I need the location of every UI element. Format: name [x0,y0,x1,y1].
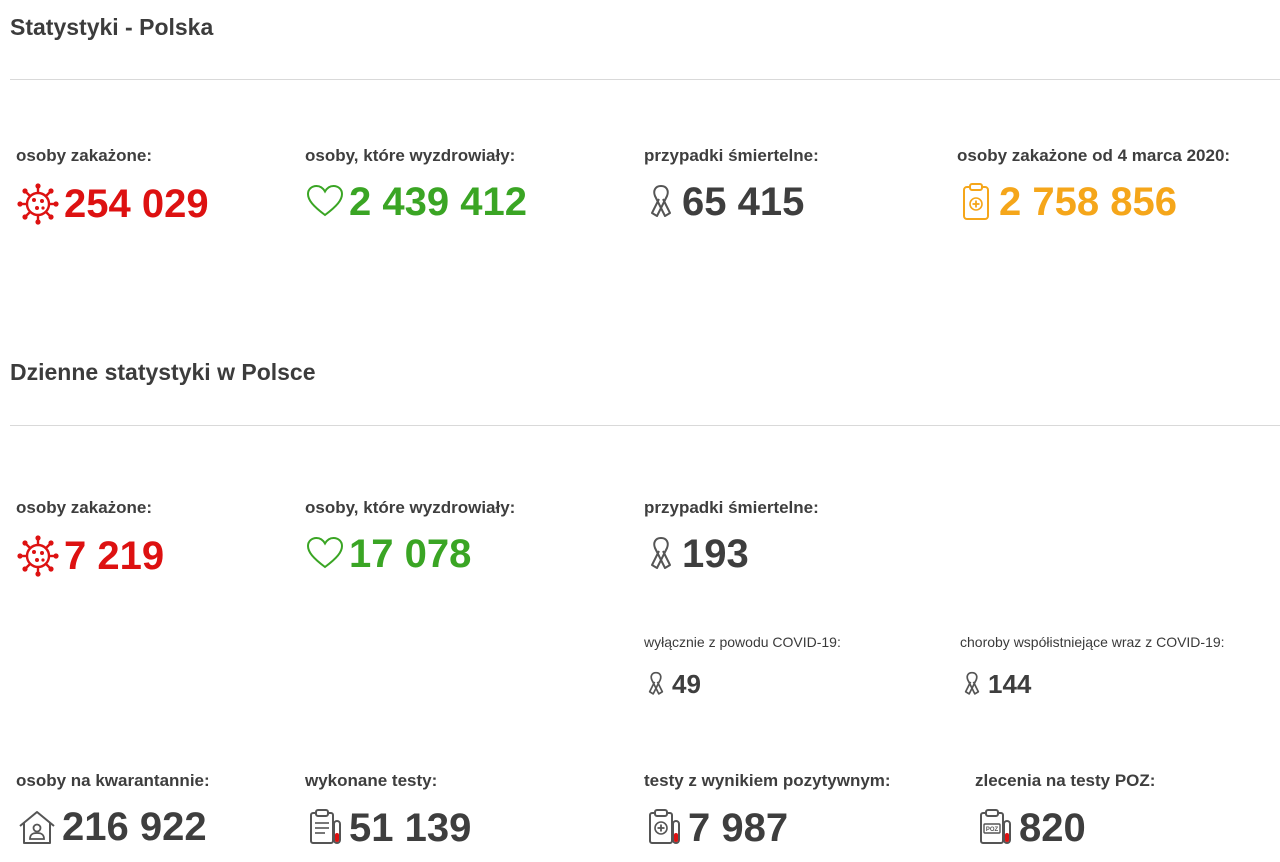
stat-poland-infected: osoby zakażone: [16,146,209,226]
stat-daily-tests: wykonane testy: 51 139 [305,771,471,849]
stat-value: 216 922 [62,805,207,849]
stat-label: przypadki śmiertelne: [644,498,819,517]
stat-label: choroby współistniejące wraz z COVID-19: [960,634,1225,650]
stat-value: 7 987 [688,806,789,850]
stat-value: 254 029 [64,182,209,226]
stat-value: 7 219 [64,534,165,578]
stat-daily-infected: osoby zakażone: [16,498,164,578]
stat-value: 2 758 856 [999,180,1177,224]
stat-value: 51 139 [349,806,472,850]
stat-label: testy z wynikiem pozytywnym: [644,771,891,790]
stat-daily-recovered: osoby, które wyzdrowiały: 17 078 [305,498,515,574]
stat-poland-recovered: osoby, które wyzdrowiały: 2 439 412 [305,146,527,222]
virus-icon [16,182,60,226]
poz-test-icon: POZ [975,807,1015,849]
stat-label: wykonane testy: [305,771,438,790]
heart-icon [305,536,345,572]
section-title-daily: Dzienne statystyki w Polsce [10,359,316,385]
house-icon [16,808,58,846]
stat-label: osoby zakażone od 4 marca 2020: [957,146,1231,165]
stat-label: osoby zakażone: [16,498,153,517]
stat-value: 820 [1019,806,1086,850]
stat-daily-quarantine: osoby na kwarantannie: 216 922 [16,771,210,847]
positive-test-icon [644,807,684,849]
ribbon-icon [644,535,678,573]
stat-label: osoby, które wyzdrowiały: [305,498,516,517]
ribbon-icon [960,670,984,698]
ribbon-icon [644,670,668,698]
heart-icon [305,184,345,220]
divider [10,79,1280,80]
stat-value: 144 [988,669,1032,699]
stat-daily-poz-orders: zlecenia na testy POZ: POZ 820 [975,771,1155,849]
stat-value: 65 415 [682,180,805,224]
stat-label: wyłącznie z powodu COVID-19: [644,634,841,650]
ribbon-icon [644,183,678,221]
test-clipboard-icon [305,807,345,849]
stat-label: osoby zakażone: [16,146,153,165]
stat-value: 17 078 [349,532,472,576]
stat-value: 193 [682,532,749,576]
stat-daily-deaths-comorbid: choroby współistniejące wraz z COVID-19:… [960,634,1225,698]
clipboard-icon [957,182,995,222]
stat-label: osoby na kwarantannie: [16,771,210,790]
stat-daily-positive-tests: testy z wynikiem pozytywnym: 7 987 [644,771,891,849]
section-title-poland: Statystyki - Polska [10,14,214,40]
stat-label: przypadki śmiertelne: [644,146,819,165]
stat-value: 2 439 412 [349,180,527,224]
divider [10,425,1280,426]
poz-icon-text: POZ [986,827,999,833]
stat-poland-total: osoby zakażone od 4 marca 2020: 2 758 85… [957,146,1230,222]
virus-icon [16,534,60,578]
stat-poland-deaths: przypadki śmiertelne: 65 415 [644,146,819,222]
stat-daily-deaths-covid-only: wyłącznie z powodu COVID-19: 49 [644,634,841,698]
stat-label: zlecenia na testy POZ: [975,771,1156,790]
stat-daily-deaths: przypadki śmiertelne: 193 [644,498,819,574]
stat-value: 49 [672,669,701,699]
stat-label: osoby, które wyzdrowiały: [305,146,516,165]
